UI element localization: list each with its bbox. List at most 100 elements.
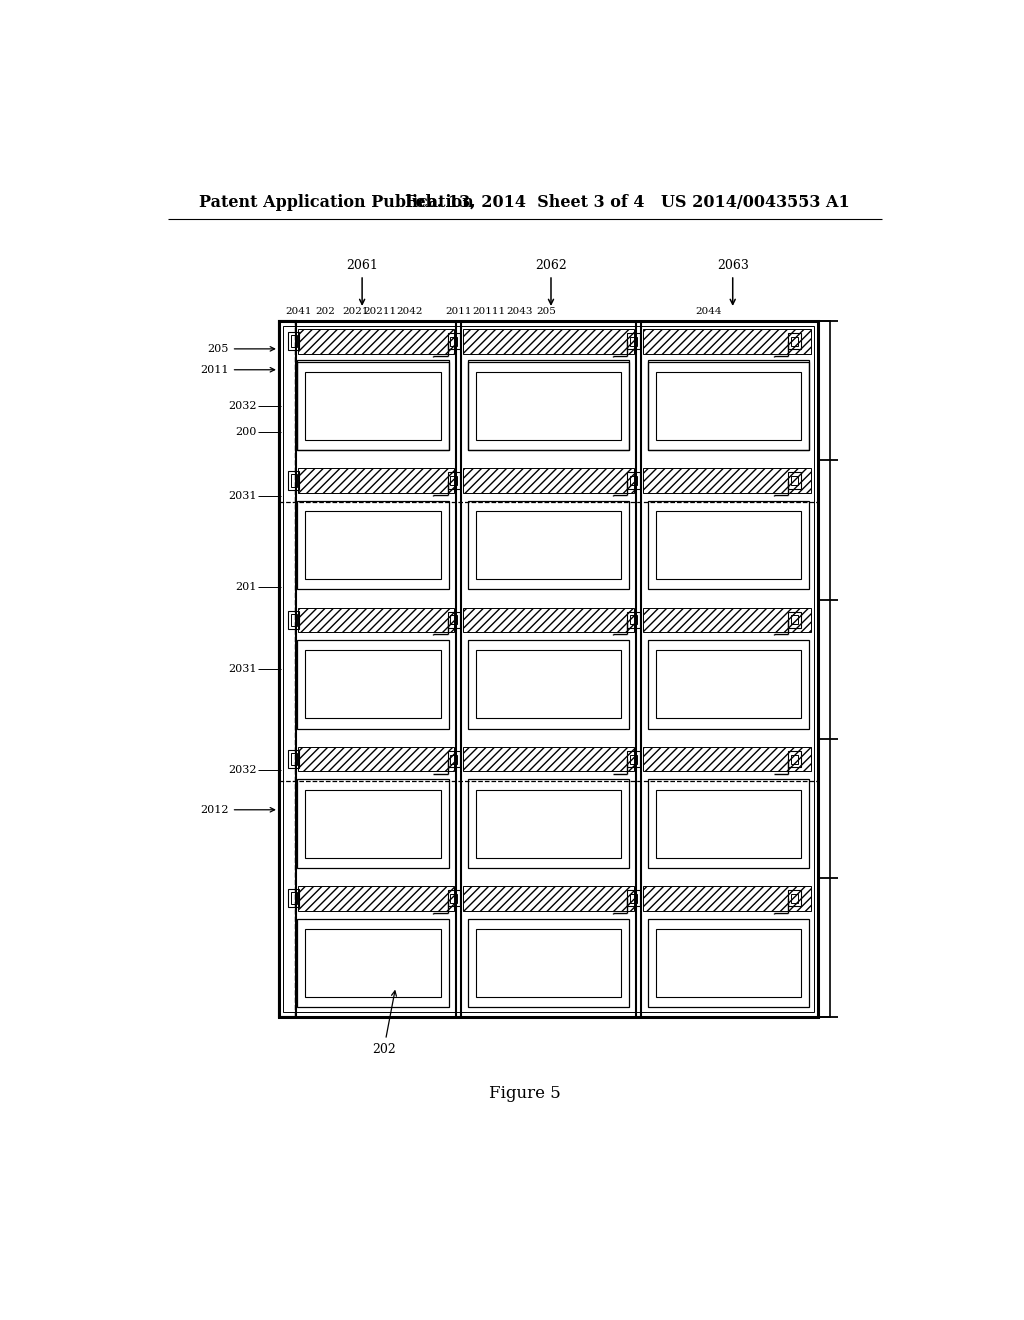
Bar [297, 640, 450, 729]
Text: 205: 205 [537, 308, 556, 315]
Bar [468, 640, 629, 729]
Bar [451, 477, 458, 486]
Text: 20111: 20111 [472, 308, 506, 315]
Bar [788, 751, 801, 767]
Bar [476, 929, 622, 997]
Bar [656, 372, 801, 440]
Text: 202: 202 [314, 308, 335, 315]
Text: 2062: 2062 [536, 259, 567, 305]
Bar [468, 919, 629, 1007]
Bar [305, 651, 441, 718]
Text: Feb. 13, 2014  Sheet 3 of 4: Feb. 13, 2014 Sheet 3 of 4 [406, 194, 644, 211]
Text: Figure 5: Figure 5 [488, 1085, 561, 1102]
Bar [291, 335, 297, 347]
Bar [643, 607, 811, 632]
Bar [788, 611, 801, 628]
Bar [289, 750, 299, 768]
Bar [289, 471, 299, 490]
Text: 2011: 2011 [445, 308, 472, 315]
Text: 2061: 2061 [346, 259, 378, 305]
Bar [289, 890, 299, 907]
Bar [464, 607, 634, 632]
Text: US 2014/0043553 A1: US 2014/0043553 A1 [662, 194, 850, 211]
Bar [643, 469, 811, 492]
Bar [630, 755, 637, 764]
Text: 202: 202 [372, 991, 396, 1056]
Bar [656, 929, 801, 997]
Bar [628, 473, 640, 488]
Bar [628, 611, 640, 628]
Bar [297, 919, 450, 1007]
Bar [464, 469, 634, 492]
Text: 2021: 2021 [342, 308, 369, 315]
Text: 205: 205 [208, 345, 274, 354]
Bar [476, 789, 622, 858]
Bar [468, 359, 629, 450]
Bar [305, 372, 441, 440]
Bar [792, 477, 798, 486]
Text: 2031: 2031 [228, 491, 257, 502]
Bar [305, 511, 441, 579]
Bar [630, 894, 637, 903]
Bar [289, 611, 299, 630]
Bar [291, 892, 297, 904]
Bar [464, 747, 634, 771]
Bar [476, 651, 622, 718]
Text: 201: 201 [236, 582, 257, 591]
Bar [297, 359, 450, 450]
Bar [297, 779, 450, 867]
Bar [788, 473, 801, 488]
Bar [648, 359, 809, 450]
Bar [643, 329, 811, 354]
Bar [447, 890, 460, 907]
Bar [792, 337, 798, 346]
Bar [468, 362, 629, 450]
Text: 2011: 2011 [201, 364, 274, 375]
Bar [298, 329, 454, 354]
Text: 2032: 2032 [228, 401, 257, 411]
Bar [451, 755, 458, 764]
Bar [656, 651, 801, 718]
Bar [447, 333, 460, 350]
Bar [298, 607, 454, 632]
Text: 2042: 2042 [396, 308, 423, 315]
Text: 2041: 2041 [286, 308, 312, 315]
Bar [297, 362, 450, 450]
Bar [648, 362, 809, 450]
Bar [305, 929, 441, 997]
Bar [792, 615, 798, 624]
Bar [656, 511, 801, 579]
Bar [279, 321, 296, 1018]
Bar [630, 337, 637, 346]
Bar [451, 337, 458, 346]
Bar [305, 789, 441, 858]
Text: Patent Application Publication: Patent Application Publication [200, 194, 474, 211]
Text: 200: 200 [236, 428, 257, 437]
Bar [289, 333, 299, 351]
Bar [291, 614, 297, 626]
Bar [279, 321, 818, 1018]
Bar [788, 333, 801, 350]
Bar [792, 894, 798, 903]
Text: 2063: 2063 [717, 259, 749, 305]
Text: 2043: 2043 [506, 308, 532, 315]
Bar [447, 473, 460, 488]
Bar [298, 747, 454, 771]
Bar [291, 474, 297, 487]
Bar [648, 919, 809, 1007]
Bar [648, 779, 809, 867]
Text: 2031: 2031 [228, 664, 257, 675]
Bar [464, 886, 634, 911]
Bar [628, 751, 640, 767]
Text: 2012: 2012 [201, 805, 274, 814]
Bar [447, 611, 460, 628]
Bar [643, 747, 811, 771]
Bar [291, 752, 297, 766]
Bar [656, 789, 801, 858]
Bar [476, 511, 622, 579]
Bar [451, 615, 458, 624]
Bar [630, 477, 637, 486]
Text: 20211: 20211 [364, 308, 396, 315]
Bar [451, 894, 458, 903]
Bar [648, 500, 809, 589]
